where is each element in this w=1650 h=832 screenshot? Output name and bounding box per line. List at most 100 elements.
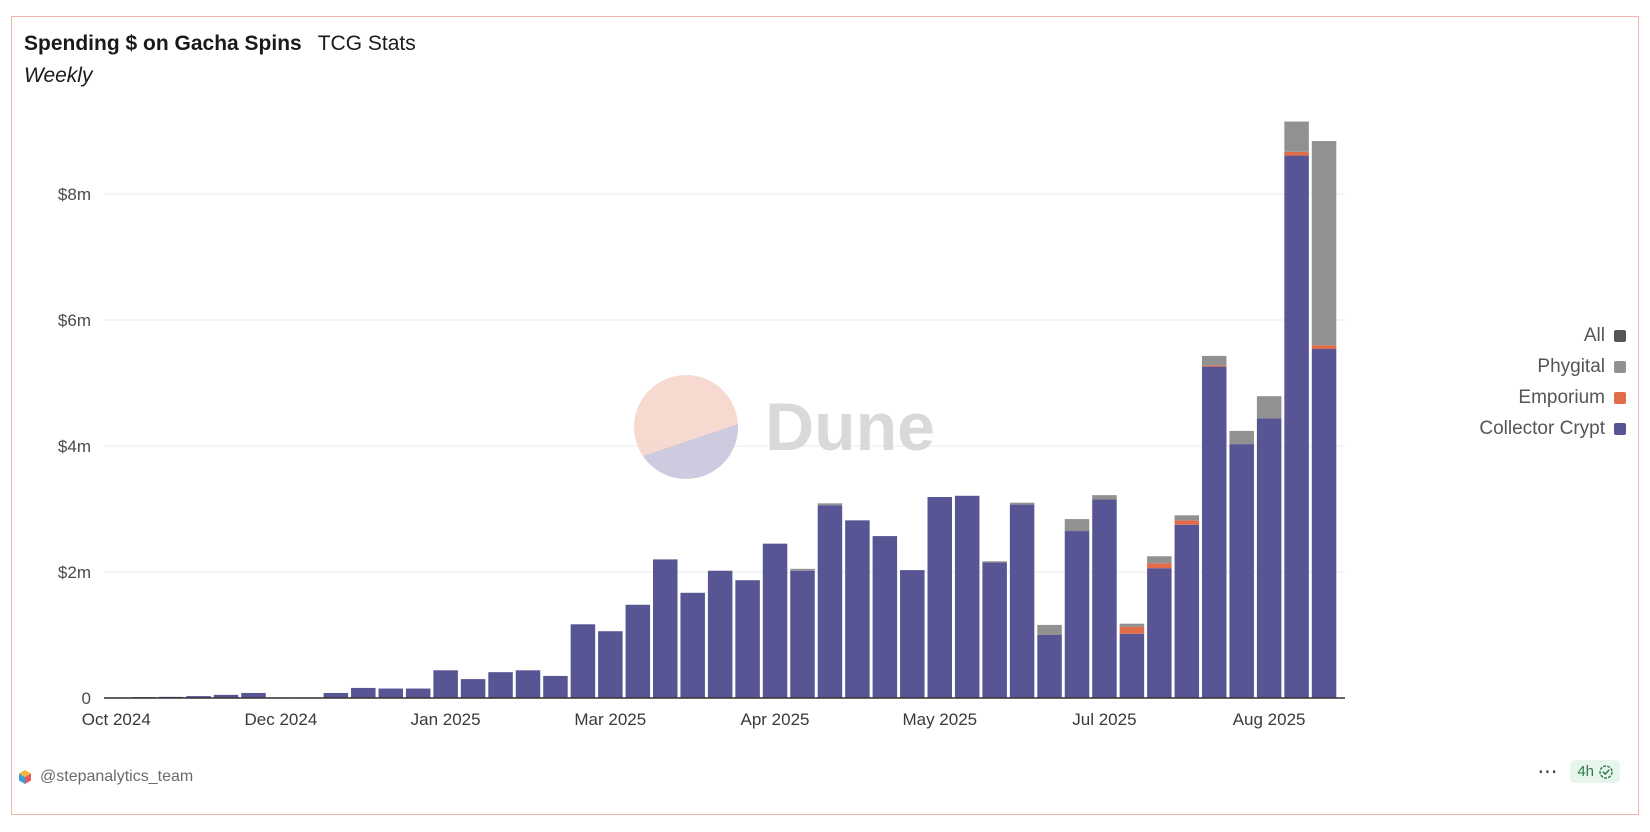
bar-segment-collector-crypt[interactable]: [515, 670, 541, 698]
y-tick-label: $2m: [58, 563, 91, 582]
verified-check-icon: [1599, 764, 1613, 779]
bar-segment-phygital[interactable]: [790, 568, 815, 571]
legend-item-emporium[interactable]: Emporium: [1518, 387, 1626, 408]
chart-query-name[interactable]: TCG Stats: [317, 32, 416, 55]
bar-segment-phygital[interactable]: [1256, 396, 1282, 419]
bar-segment-collector-crypt[interactable]: [625, 604, 651, 698]
bar-segment-collector-crypt[interactable]: [241, 692, 266, 698]
bar-segment-phygital[interactable]: [1284, 121, 1309, 152]
bar-segment-collector-crypt[interactable]: [1284, 155, 1309, 698]
bar-segment-collector-crypt[interactable]: [323, 692, 349, 698]
bar-segment-phygital[interactable]: [1229, 430, 1254, 445]
author-handle: @stepanalytics_team: [40, 768, 194, 785]
refresh-badge[interactable]: 4h: [1570, 760, 1620, 783]
bar-segment-emporium[interactable]: [1202, 365, 1227, 367]
legend: All Phygital Emporium Collector Crypt: [1479, 325, 1626, 439]
bar-segment-collector-crypt[interactable]: [762, 543, 788, 698]
bar-segment-phygital[interactable]: [1311, 141, 1337, 346]
dune-watermark: Dune: [634, 375, 935, 479]
legend-item-all[interactable]: All: [1584, 325, 1626, 346]
bar-segment-collector-crypt[interactable]: [460, 679, 486, 698]
bar-segment-collector-crypt[interactable]: [378, 688, 404, 698]
y-tick-label: $6m: [58, 311, 91, 330]
y-tick-label: 0: [82, 689, 91, 708]
bar-segment-phygital[interactable]: [1119, 623, 1145, 627]
legend-item-collector-crypt[interactable]: Collector Crypt: [1479, 418, 1626, 439]
bar-segment-collector-crypt[interactable]: [653, 559, 678, 698]
bar-segment-phygital[interactable]: [1147, 556, 1172, 564]
bar-segment-collector-crypt[interactable]: [213, 694, 239, 698]
bar-segment-collector-crypt[interactable]: [845, 520, 870, 698]
bar-segment-emporium[interactable]: [1174, 520, 1200, 525]
bar-segment-collector-crypt[interactable]: [790, 570, 815, 698]
bar-segment-collector-crypt[interactable]: [872, 536, 898, 698]
bar-segment-collector-crypt[interactable]: [817, 505, 843, 698]
x-tick-label: Dec 2024: [245, 710, 318, 729]
bar-segment-collector-crypt[interactable]: [543, 675, 568, 698]
bar-segment-phygital[interactable]: [1092, 495, 1117, 500]
legend-swatch-emporium: [1614, 391, 1626, 404]
bar-segment-collector-crypt[interactable]: [954, 495, 980, 698]
bar-segment-collector-crypt[interactable]: [1009, 504, 1035, 698]
x-tick-label: May 2025: [902, 710, 977, 729]
y-tick-label: $4m: [58, 437, 91, 456]
x-tick-label: Mar 2025: [574, 710, 646, 729]
chart-subtitle: Weekly: [24, 64, 93, 87]
legend-label-collector-crypt: Collector Crypt: [1479, 417, 1605, 439]
bar-segment-collector-crypt[interactable]: [1174, 524, 1200, 698]
bar-segment-emporium[interactable]: [1284, 151, 1309, 156]
chart-title: Spending $ on Gacha Spins: [24, 32, 302, 55]
bar-segment-emporium[interactable]: [1119, 626, 1145, 634]
watermark-text: Dune: [765, 389, 935, 465]
bar-segment-collector-crypt[interactable]: [186, 696, 211, 698]
bar-segment-collector-crypt[interactable]: [405, 688, 431, 698]
bar-segment-collector-crypt[interactable]: [488, 672, 513, 698]
more-options-icon[interactable]: ⋯: [1537, 760, 1559, 783]
bar-segment-collector-crypt[interactable]: [1256, 418, 1282, 698]
title-row: Spending $ on Gacha Spins TCG Stats: [24, 32, 416, 56]
bar-segment-collector-crypt[interactable]: [351, 687, 376, 698]
x-tick-label: Aug 2025: [1233, 710, 1306, 729]
footer-author[interactable]: @stepanalytics_team: [18, 768, 193, 786]
bar-segment-collector-crypt[interactable]: [1064, 531, 1090, 698]
bar-segment-collector-crypt[interactable]: [1147, 568, 1172, 698]
bar-segment-phygital[interactable]: [1064, 519, 1090, 532]
footer-actions: ⋯ 4h: [1537, 760, 1620, 783]
bar-segment-collector-crypt[interactable]: [680, 592, 705, 698]
bar-segment-collector-crypt[interactable]: [1037, 635, 1062, 698]
legend-label-phygital: Phygital: [1537, 355, 1605, 377]
bar-segment-collector-crypt[interactable]: [927, 497, 953, 698]
bar-segment-collector-crypt[interactable]: [707, 570, 733, 698]
bar-segment-collector-crypt[interactable]: [1311, 348, 1337, 698]
bar-segment-collector-crypt[interactable]: [1229, 444, 1254, 698]
bar-segment-phygital[interactable]: [1202, 355, 1227, 366]
watermark-logo-shade: [643, 424, 739, 479]
team-logo-icon: [19, 770, 31, 784]
bar-segment-collector-crypt[interactable]: [598, 631, 623, 698]
bar-segment-phygital[interactable]: [982, 561, 1007, 563]
x-tick-label: Jul 2025: [1072, 710, 1136, 729]
legend-item-phygital[interactable]: Phygital: [1537, 356, 1626, 377]
x-tick-label: Jan 2025: [411, 710, 481, 729]
y-tick-label: $8m: [58, 185, 91, 204]
bar-segment-collector-crypt[interactable]: [900, 570, 925, 698]
bar-segment-collector-crypt[interactable]: [1202, 366, 1227, 698]
bar-segment-collector-crypt[interactable]: [735, 580, 760, 698]
x-tick-label: Apr 2025: [741, 710, 810, 729]
legend-label-all: All: [1583, 324, 1605, 346]
bar-segment-collector-crypt[interactable]: [570, 624, 596, 698]
bar-segment-emporium[interactable]: [1311, 345, 1337, 349]
bar-segment-collector-crypt[interactable]: [433, 670, 458, 698]
bar-segment-phygital[interactable]: [817, 503, 843, 506]
bar-segment-phygital[interactable]: [1037, 624, 1062, 635]
x-tick-label: Oct 2024: [82, 710, 151, 729]
bar-segment-phygital[interactable]: [1009, 502, 1035, 505]
bar-segment-collector-crypt[interactable]: [982, 562, 1007, 698]
bar-segment-phygital[interactable]: [1174, 515, 1200, 521]
legend-swatch-all: [1614, 329, 1626, 342]
bar-segment-emporium[interactable]: [1147, 563, 1172, 569]
bar-segment-collector-crypt[interactable]: [1092, 499, 1117, 698]
legend-swatch-collector-crypt: [1614, 422, 1626, 435]
bar-segment-collector-crypt[interactable]: [1119, 633, 1145, 698]
